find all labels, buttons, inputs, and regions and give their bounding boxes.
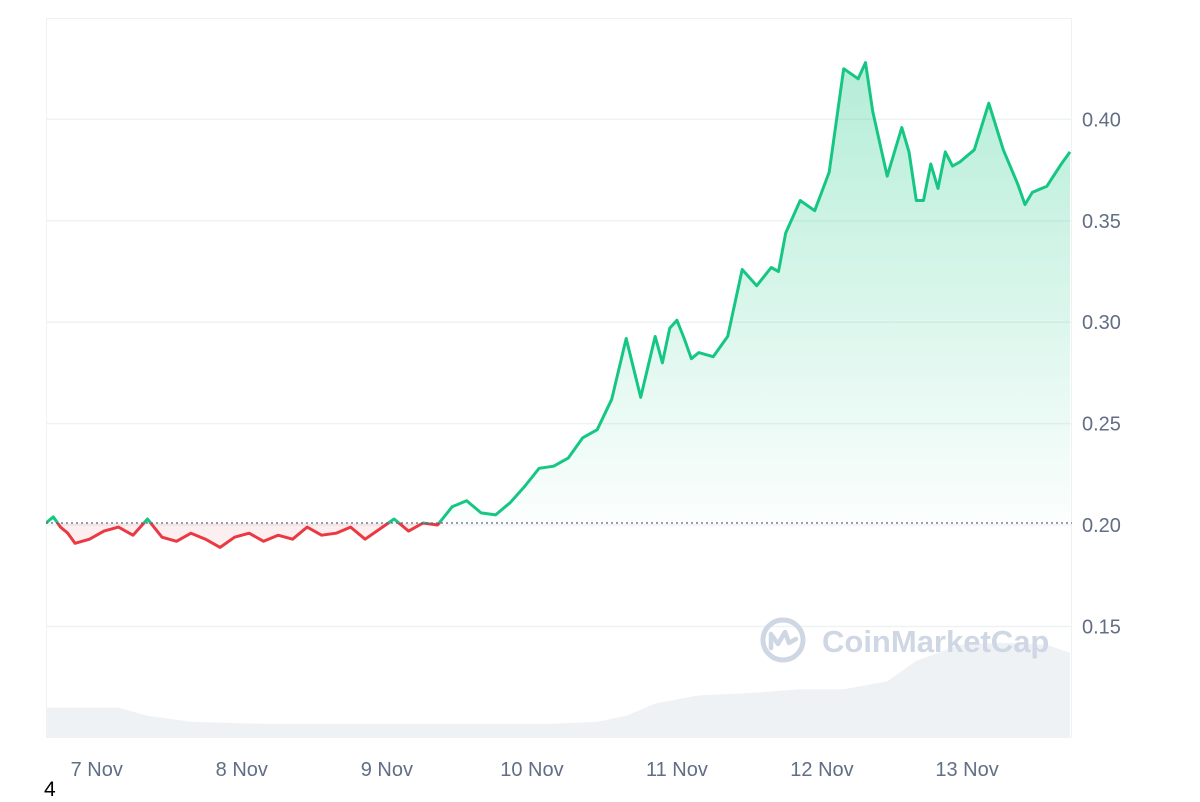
price-areas bbox=[46, 62, 1070, 548]
footnote-number: 4 bbox=[44, 778, 56, 801]
x-axis-labels: 7 Nov 8 Nov 9 Nov 10 Nov 11 Nov 12 Nov 13 Nov bbox=[71, 759, 999, 781]
watermark-text: CoinMarketCap bbox=[822, 624, 1049, 659]
y-tick-label: 0.25 bbox=[1082, 414, 1121, 436]
x-tick-label: 9 Nov bbox=[361, 759, 413, 781]
y-tick-label: 0.40 bbox=[1082, 109, 1121, 131]
price-line-down bbox=[46, 523, 442, 549]
price-area-up bbox=[46, 62, 1070, 524]
y-axis-labels: 0.15 0.20 0.25 0.30 0.35 0.40 bbox=[1082, 109, 1121, 638]
x-tick-label: 12 Nov bbox=[790, 759, 853, 781]
x-tick-label: 10 Nov bbox=[500, 759, 563, 781]
volume-area bbox=[46, 642, 1070, 738]
coinmarketcap-logo-icon bbox=[760, 617, 806, 663]
y-tick-label: 0.20 bbox=[1082, 515, 1121, 537]
y-tick-label: 0.35 bbox=[1082, 211, 1121, 233]
volume-series bbox=[46, 642, 1070, 738]
x-tick-label: 8 Nov bbox=[216, 759, 268, 781]
x-tick-label: 11 Nov bbox=[646, 759, 708, 781]
price-line-up bbox=[46, 61, 1072, 524]
x-tick-label: 7 Nov bbox=[71, 759, 123, 781]
price-lines bbox=[46, 61, 1072, 549]
y-tick-label: 0.30 bbox=[1082, 312, 1121, 334]
y-tick-label: 0.15 bbox=[1082, 616, 1121, 638]
x-tick-label: 13 Nov bbox=[935, 759, 998, 781]
coinmarketcap-watermark: CoinMarketCap bbox=[760, 617, 1049, 663]
